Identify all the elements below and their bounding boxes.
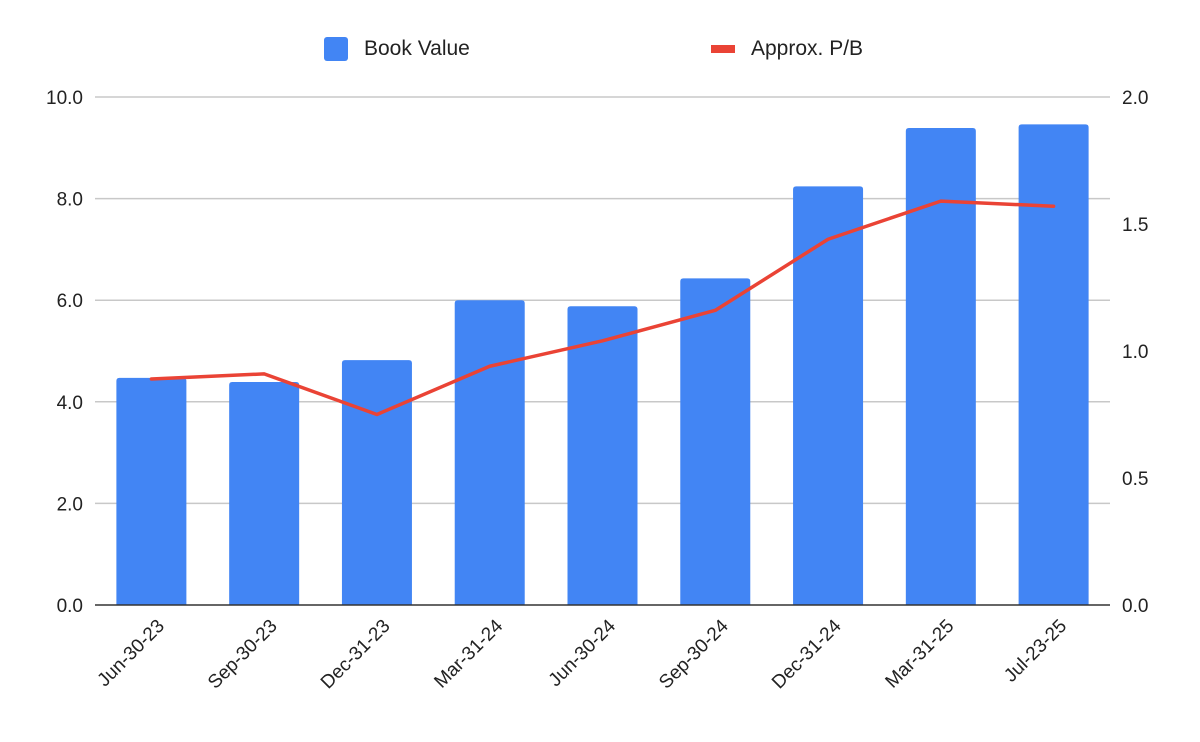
y-right-tick-label: 2.0 <box>1122 88 1148 109</box>
y-axis-left: 0.0 2.0 4.0 6.0 8.0 10.0 <box>46 88 83 617</box>
x-tick-label: Sep-30-23 <box>204 616 282 694</box>
x-tick-label: Jul-23-25 <box>1000 616 1071 687</box>
x-tick-label: Dec-31-24 <box>768 615 846 693</box>
y-left-tick-label: 10.0 <box>46 88 83 109</box>
legend-swatch-approx-pb <box>711 45 735 53</box>
legend-swatch-book-value <box>324 37 348 61</box>
y-left-tick-label: 2.0 <box>57 494 83 515</box>
y-right-tick-label: 1.5 <box>1122 215 1148 236</box>
y-axis-right: 0.0 0.5 1.0 1.5 2.0 <box>1122 88 1148 617</box>
x-tick-label: Jun-30-24 <box>545 615 621 691</box>
bar <box>905 127 976 605</box>
bar <box>229 381 300 605</box>
x-axis: Jun-30-23 Sep-30-23 Dec-31-23 Mar-31-24 Jun-… <box>94 615 1072 693</box>
x-tick-label: Sep-30-24 <box>655 615 733 693</box>
x-tick-label: Mar-31-25 <box>882 616 959 693</box>
bar-series <box>116 124 1089 605</box>
x-tick-label: Mar-31-24 <box>430 615 507 692</box>
x-tick-label: Dec-31-23 <box>317 616 395 694</box>
bar <box>116 377 187 605</box>
bar <box>1018 124 1089 605</box>
y-right-tick-label: 0.5 <box>1122 469 1148 490</box>
bar <box>341 360 412 605</box>
bar <box>454 300 525 605</box>
bar <box>567 306 638 605</box>
y-left-tick-label: 6.0 <box>57 291 83 312</box>
bar <box>680 278 751 605</box>
legend: Book Value Approx. P/B <box>324 37 863 61</box>
bar <box>793 186 864 605</box>
legend-label-book-value: Book Value <box>364 37 470 60</box>
y-left-tick-label: 0.0 <box>57 596 83 617</box>
y-left-tick-label: 8.0 <box>57 190 83 211</box>
legend-label-approx-pb: Approx. P/B <box>751 37 863 60</box>
x-tick-label: Jun-30-23 <box>94 616 169 691</box>
y-right-tick-label: 1.0 <box>1122 342 1148 363</box>
line-series <box>149 199 1056 417</box>
y-left-tick-label: 4.0 <box>57 393 83 414</box>
y-right-tick-label: 0.0 <box>1122 596 1148 617</box>
